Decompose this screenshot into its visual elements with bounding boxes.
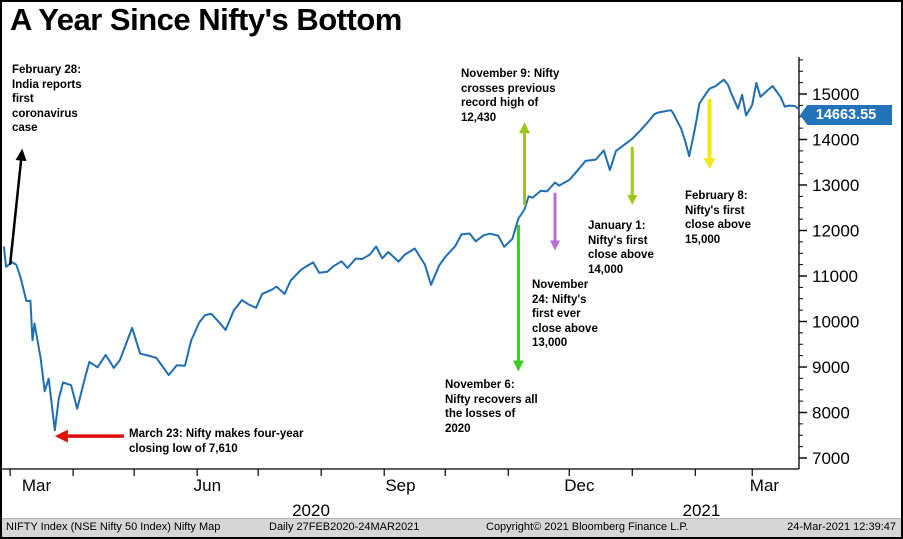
footer-period-label: Daily 27FEB2020-24MAR2021 xyxy=(269,521,420,533)
x-axis-month-label: Jun xyxy=(194,476,221,495)
x-axis-month-label: Mar xyxy=(750,476,780,495)
feb28-arrow-shaft xyxy=(8,160,23,265)
nov9-arrow-head xyxy=(519,122,531,134)
y-axis-label: 11000 xyxy=(812,267,858,286)
x-axis-month-label: Sep xyxy=(385,476,415,495)
chart-title: A Year Since Nifty's Bottom xyxy=(10,2,402,37)
y-axis-label: 8000 xyxy=(812,404,850,423)
feb28-arrow-head xyxy=(15,148,27,162)
annotation-nov6-recovers-losses: November 6: Nifty recovers all the losse… xyxy=(445,379,538,435)
annotation-mar23-closing-low: March 23: Nifty makes four-year closing … xyxy=(129,428,304,455)
feb8-arrow-head xyxy=(703,158,716,170)
annotation-nov9-record-high: November 9: Nifty crosses previous recor… xyxy=(461,68,560,124)
y-axis-label: 15000 xyxy=(812,85,859,104)
y-axis-label: 13000 xyxy=(812,176,859,195)
last-price-badge: 14663.55 xyxy=(800,105,892,125)
nifty-price-line xyxy=(3,78,800,432)
y-axis-label: 7000 xyxy=(812,449,850,468)
jan1-arrow-head xyxy=(627,195,638,206)
annotation-nov24-close-above-13000: November 24: Nifty's first ever close ab… xyxy=(532,279,598,350)
annotation-jan1-close-above-14000: January 1: Nifty's first close above 14,… xyxy=(588,220,654,276)
y-axis-label: 10000 xyxy=(812,313,859,332)
nov24-arrow-head xyxy=(550,240,561,251)
mar23-arrow-head xyxy=(54,429,68,443)
nov6-arrow-head xyxy=(512,360,524,372)
y-axis-label: 14000 xyxy=(812,131,859,150)
x-axis-month-label: Mar xyxy=(22,476,52,495)
x-axis-month-label: Dec xyxy=(564,476,595,495)
annotation-feb28-first-covid-case: February 28: India reports first coronav… xyxy=(12,64,82,135)
annotation-feb8-close-above-15000: February 8: Nifty's first close above 15… xyxy=(685,190,751,246)
footer-timestamp-label: 24-Mar-2021 12:39:47 xyxy=(787,521,896,533)
x-axis-year-label: 2020 xyxy=(292,501,330,520)
footer-bar: NIFTY Index (NSE Nifty 50 Index) Nifty M… xyxy=(2,518,901,537)
x-axis-year-label: 2021 xyxy=(682,501,720,520)
y-axis-label: 9000 xyxy=(812,358,850,377)
y-axis-label: 12000 xyxy=(812,222,859,241)
footer-instrument-label: NIFTY Index (NSE Nifty 50 Index) Nifty M… xyxy=(6,521,221,533)
footer-copyright-label: Copyright© 2021 Bloomberg Finance L.P. xyxy=(486,521,689,533)
